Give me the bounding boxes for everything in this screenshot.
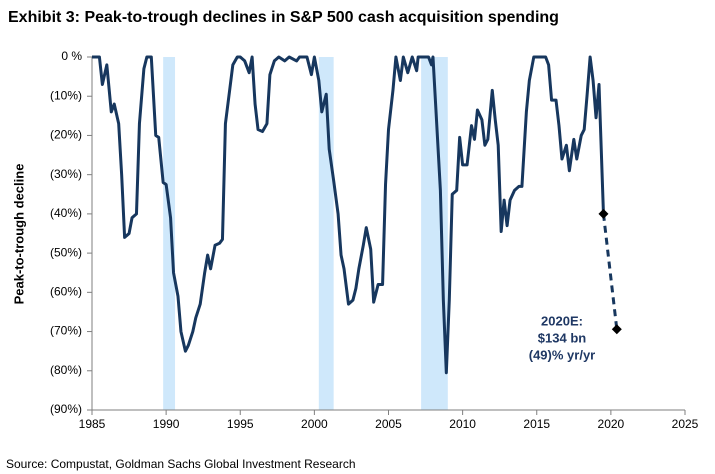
y-axis-label: Peak-to-trough decline <box>11 164 26 305</box>
y-tick-label: (10%) <box>50 88 82 102</box>
x-tick-label: 2005 <box>375 417 402 431</box>
chart-title: Exhibit 3: Peak-to-trough declines in S&… <box>8 9 559 26</box>
annotation: $134 bn <box>538 330 586 345</box>
y-tick-label: (30%) <box>50 167 82 181</box>
x-tick-label: 1995 <box>227 417 254 431</box>
x-tick-label: 2025 <box>672 417 699 431</box>
annotation: 2020E: <box>541 313 583 328</box>
y-tick-label: (40%) <box>50 206 82 220</box>
y-tick-label: (20%) <box>50 128 82 142</box>
data-line <box>92 55 605 375</box>
x-tick-label: 2015 <box>523 417 550 431</box>
y-tick-label: (60%) <box>50 285 82 299</box>
y-tick-label: (50%) <box>50 245 82 259</box>
diamond-marker <box>611 324 622 335</box>
diamond-marker <box>598 208 609 219</box>
x-tick-label: 2020 <box>598 417 625 431</box>
recession-band <box>421 57 448 410</box>
recession-band <box>163 57 176 410</box>
y-tick-label: (70%) <box>50 324 82 338</box>
y-tick-label: (90%) <box>50 402 82 416</box>
x-tick-label: 1985 <box>79 417 106 431</box>
source-note: Source: Compustat, Goldman Sachs Global … <box>6 457 356 471</box>
annotation: (49)% yr/yr <box>529 347 595 362</box>
x-tick-label: 2000 <box>301 417 328 431</box>
data-line <box>601 213 619 330</box>
x-tick-label: 1990 <box>153 417 180 431</box>
x-tick-label: 2010 <box>449 417 476 431</box>
y-tick-label: (80%) <box>50 363 82 377</box>
y-tick-label: 0 % <box>61 49 82 63</box>
